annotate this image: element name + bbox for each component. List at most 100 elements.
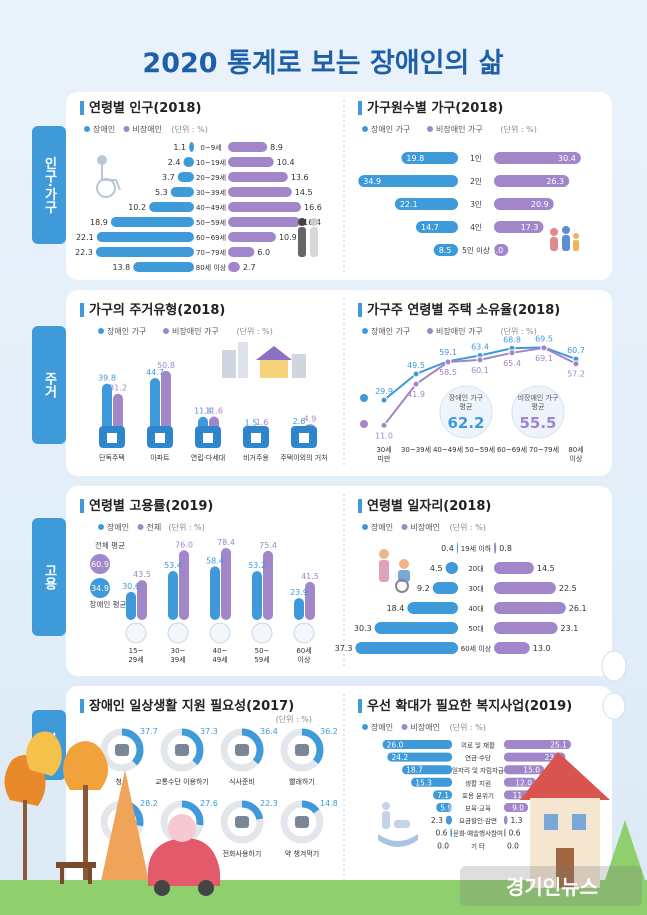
household-legend: 장애인 가구 비장애인 가구 (단위 : %): [362, 124, 537, 134]
age-pop-category-label: 70~79세: [196, 248, 226, 257]
ownership-category-label: 40~49세: [433, 445, 463, 454]
employment-avg-value-total: 60.9: [91, 560, 109, 569]
age-pop-bar-disabled: [170, 187, 194, 197]
employment-value-total: 43.5: [133, 570, 151, 579]
welfare-value-nondisabled: 9.0: [512, 804, 524, 813]
household-bar-nondisabled: [494, 198, 554, 210]
age-pop-value-nondisabled: 16.6: [304, 203, 322, 212]
age-pop-category-label: 0~9세: [200, 143, 221, 152]
age-pop-category-label: 80세 이상: [196, 263, 227, 272]
welfare-bar-nondisabled: [504, 740, 571, 749]
age-pop-value-disabled: 2.4: [168, 158, 181, 167]
jobs-legend-swatch: [401, 524, 408, 530]
ownership-legend-item: 비장애인 가구: [436, 326, 483, 336]
welfare-bar-disabled: [411, 777, 452, 787]
jobs-bar-nondisabled: [494, 542, 497, 554]
support-category-label: 빨래하기: [289, 777, 315, 786]
ownership-average-label: 장애인 가구: [449, 393, 484, 402]
welfare-bar-disabled: [445, 815, 452, 825]
household-value-disabled: 14.7: [421, 223, 439, 232]
jobs-bar-nondisabled: [494, 582, 556, 594]
employment-category-label-2: 49세: [212, 655, 227, 664]
support-title: 장애인 일상생활 지원 필요성(2017): [89, 698, 294, 714]
watermark: 경기인뉴스: [460, 866, 642, 906]
age-pop-legend-swatch: [84, 126, 90, 132]
employment-person-icon: [209, 622, 231, 644]
ownership-category-label: 80세: [568, 445, 583, 454]
housing-type-value-nondisabled: 11.6: [205, 407, 223, 416]
jobs-value-nondisabled: 0.8: [499, 544, 512, 553]
welfare-value-nondisabled: 25.1: [550, 741, 567, 750]
wheelchair-icon: [96, 155, 121, 198]
welfare-bar-disabled: [436, 803, 452, 812]
household-category-label: 2인: [470, 176, 482, 186]
employment-title-marker: [80, 499, 84, 513]
housing-type-building-icon-window: [203, 433, 213, 443]
welfare-category-label: 포용 분위기: [462, 791, 494, 800]
age-pop-bar-nondisabled: [228, 142, 268, 152]
jobs-bar-nondisabled: [494, 602, 566, 614]
age-pop-category-label: 50~59세: [196, 218, 226, 227]
support-task-icon: [115, 744, 129, 756]
employment-bar-disabled: [294, 598, 304, 620]
decor-bubble-2: [602, 692, 626, 720]
age-pop-value-nondisabled: 8.9: [270, 143, 283, 152]
support-task-icon: [235, 744, 249, 756]
jobs-legend-item: 장애인: [371, 522, 393, 532]
employment-legend-item: 전체: [147, 522, 162, 532]
employment-bar-nondisabled: [221, 548, 231, 620]
city-houses-icon: [222, 342, 306, 378]
ownership-header: 가구주 연령별 주택 소유율(2018): [358, 302, 560, 318]
welfare-value-nondisabled: 0.6: [509, 829, 521, 838]
age-pop-legend-item: 장애인: [93, 124, 115, 134]
ownership-value-disabled: 68.8: [503, 335, 521, 344]
housing-type-bar-disabled: [102, 383, 112, 430]
welfare-category-label: 생활 지원: [465, 778, 491, 787]
welfare-title: 우선 확대가 필요한 복지사업(2019): [367, 698, 572, 714]
household-title-marker: [358, 101, 362, 115]
support-task-icon: [235, 816, 249, 828]
panel-employment: [66, 486, 612, 676]
housing-type-unit-note: (단위 : %): [237, 326, 273, 336]
employment-value-disabled: 30.6: [122, 582, 140, 591]
support-unit-note: (단위 : %): [276, 714, 312, 724]
welfare-legend-item: 장애인: [371, 722, 393, 732]
housing-type-legend-swatch: [163, 328, 169, 334]
age-pop-value-disabled: 22.1: [76, 233, 94, 242]
section-label-employment: 고용: [42, 564, 57, 591]
support-category-label: 식사준비: [229, 777, 255, 786]
welfare-value-disabled: 0.0: [437, 841, 449, 850]
age-pop-category-label: 20~29세: [196, 173, 226, 182]
jobs-bar-disabled: [407, 602, 458, 614]
jobs-value-nondisabled: 26.1: [569, 604, 587, 613]
welfare-title-marker: [358, 699, 362, 713]
jobs-legend-swatch: [362, 524, 368, 530]
ownership-point-disabled: [380, 396, 388, 404]
age-pop-bar-disabled: [96, 232, 194, 242]
support-category-label: 전화사용하기: [223, 849, 262, 858]
jobs-category-label: 30대: [468, 585, 483, 593]
household-bar-disabled: [358, 175, 458, 187]
elderly-icon: [298, 218, 318, 257]
housing-type-bar-nondisabled: [113, 393, 123, 430]
age-pop-value-nondisabled: 10.4: [277, 158, 295, 167]
welfare-header: 우선 확대가 필요한 복지사업(2019): [358, 698, 572, 714]
support-category-label: 약 챙겨먹기: [285, 849, 319, 858]
jobs-value-disabled: 0.4: [441, 544, 454, 553]
employment-avg-label-total: 전체 평균: [95, 540, 125, 550]
age-pop-value-nondisabled: 10.9: [279, 233, 297, 242]
ownership-legend-swatch: [362, 328, 368, 334]
ownership-value-nondisabled: 69.1: [535, 354, 553, 363]
age-pop-bar-nondisabled: [228, 262, 240, 272]
housing-type-building-icon-window: [155, 433, 165, 443]
age-pop-category-label: 40~49세: [196, 203, 226, 212]
support-value: 14.8: [320, 799, 338, 808]
support-value: 36.4: [260, 727, 278, 736]
age-pop-category-label: 10~19세: [196, 158, 226, 167]
welfare-value-nondisabled: 11.0: [513, 791, 530, 800]
support-donut-arc: [280, 728, 324, 772]
age-pop-bar-disabled: [177, 172, 194, 182]
housing-type-legend-item: 비장애인 가구: [172, 326, 219, 336]
ownership-value-nondisabled: 41.9: [407, 390, 425, 399]
ownership-unit-note: (단위 : %): [501, 326, 537, 336]
